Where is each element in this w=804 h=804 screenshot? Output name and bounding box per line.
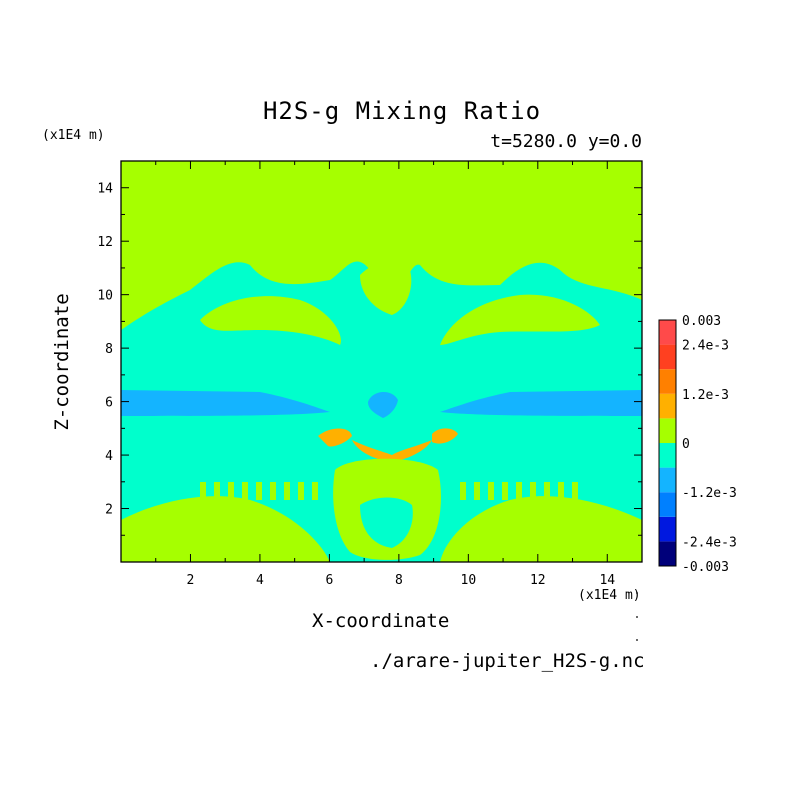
x-tick-label: 10	[461, 573, 477, 588]
colorbar	[658, 319, 677, 567]
y-tick-label: 12	[97, 235, 113, 250]
field-blue-drop	[368, 391, 398, 418]
chart-title: H2S-g Mixing Ratio	[262, 97, 542, 125]
colorbar-swatch	[659, 418, 676, 443]
x-tick-label: 12	[530, 573, 546, 588]
x-tick-label: 2	[187, 573, 195, 588]
colorbar-label: -2.4e-3	[682, 535, 737, 550]
colorbar-swatch	[659, 492, 676, 517]
field-lower-dome-left	[121, 496, 330, 562]
colorbar-swatch	[659, 320, 676, 345]
colorbar-labels: 0.003 2.4e-3 1.2e-3 0 -1.2e-3 -2.4e-3 -0.003	[682, 314, 737, 575]
x-axis: 2 4 6 8 10 12 14	[155, 161, 643, 588]
colorbar-swatch	[659, 344, 676, 370]
colorbar-label: -1.2e-3	[682, 486, 737, 501]
colorbar-label: 0	[682, 437, 690, 452]
field-stripe	[121, 475, 642, 484]
field-orange-arc	[318, 428, 458, 462]
field-blue-band-right	[440, 390, 642, 416]
y-tick-label: 8	[105, 342, 113, 357]
x-tick-label: 6	[325, 573, 333, 588]
field-lower-center-core	[360, 497, 413, 548]
y-axis: 2 4 6 8 10 12 14	[97, 160, 642, 536]
decor-dot	[636, 639, 638, 641]
colorbar-swatch	[659, 516, 676, 542]
source-file-label: ./arare-jupiter_H2S-g.nc	[370, 650, 645, 672]
decor-dot	[636, 616, 638, 618]
colorbar-label: 1.2e-3	[682, 388, 729, 403]
y-tick-label: 10	[97, 289, 113, 304]
field-stripe	[121, 451, 642, 460]
field-mid-lobe-right	[440, 294, 600, 345]
x-tick-label: 4	[256, 573, 264, 588]
x-axis-unit: (x1E4 m)	[578, 588, 641, 603]
field-stripe	[121, 415, 642, 424]
field-blue-band	[121, 390, 330, 416]
colorbar-swatch	[659, 541, 676, 566]
colorbar-frame	[658, 319, 677, 567]
y-tick-label: 2	[105, 503, 113, 518]
field-stripe	[121, 427, 642, 436]
y-tick-label: 14	[97, 182, 113, 197]
decor-dot	[636, 592, 638, 594]
chart-subtitle: t=5280.0 y=0.0	[490, 131, 642, 152]
field-mid-lobe-center	[360, 260, 412, 315]
colorbar-swatch	[659, 443, 676, 468]
colorbar-swatch	[659, 393, 676, 419]
field-stripe	[121, 439, 642, 448]
plot-frame	[120, 160, 643, 563]
x-tick-label: 14	[599, 573, 615, 588]
x-axis-label: X-coordinate	[312, 610, 450, 632]
field-lower-dome-right	[440, 496, 642, 562]
colorbar-label: 0.003	[682, 314, 721, 329]
field-stripe	[121, 463, 642, 472]
y-tick-label: 6	[105, 396, 113, 411]
z-axis-unit: (x1E4 m)	[42, 128, 105, 143]
y-tick-label: 4	[105, 449, 113, 464]
colorbar-swatch	[659, 467, 676, 493]
colorbar-swatch	[659, 369, 676, 394]
colorbar-label: -0.003	[682, 560, 729, 575]
x-tick-label: 8	[395, 573, 403, 588]
colorbar-label: 2.4e-3	[682, 339, 729, 354]
field-mid-lobe-left	[200, 296, 341, 345]
heatmap-field	[121, 161, 642, 562]
